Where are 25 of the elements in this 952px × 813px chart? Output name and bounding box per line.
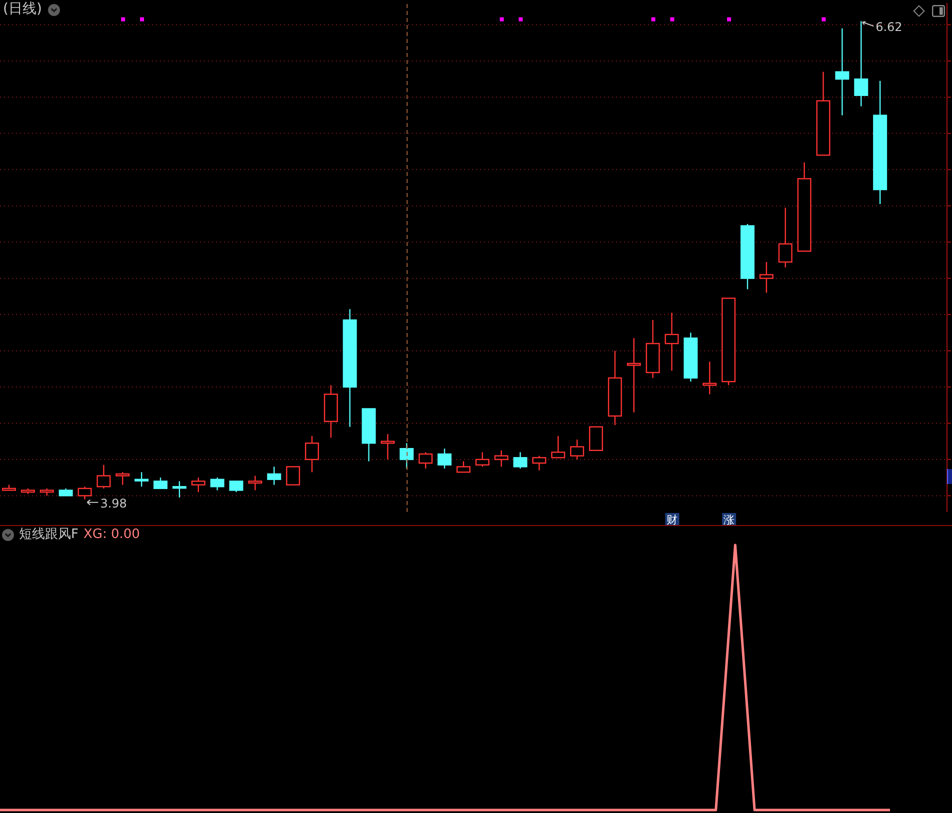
candlestick <box>324 384 338 438</box>
candlestick <box>759 261 774 294</box>
chart-title: (日线) <box>3 1 42 18</box>
candlestick <box>210 476 224 491</box>
text: XG: 0.00 <box>83 527 140 543</box>
candlestick <box>873 80 888 205</box>
candlestick <box>646 319 660 379</box>
candlestick <box>664 312 679 372</box>
candlestick <box>342 308 357 428</box>
annotation: 6.62 <box>876 20 902 34</box>
candlestick <box>78 486 92 500</box>
candlestick <box>835 28 850 116</box>
candlestick <box>684 332 698 382</box>
text: 财 <box>666 514 678 526</box>
candlestick <box>494 450 508 468</box>
candlestick <box>608 350 622 426</box>
candlestick <box>854 20 868 107</box>
candlestick <box>626 338 641 413</box>
text: 涨 <box>724 514 735 526</box>
candlestick <box>248 475 262 491</box>
candlestick <box>380 434 395 460</box>
chart-title: 短线跟风F <box>19 527 78 543</box>
candlestick <box>702 361 717 395</box>
candlestick <box>96 464 111 490</box>
annotation: 3.98 <box>100 496 127 510</box>
